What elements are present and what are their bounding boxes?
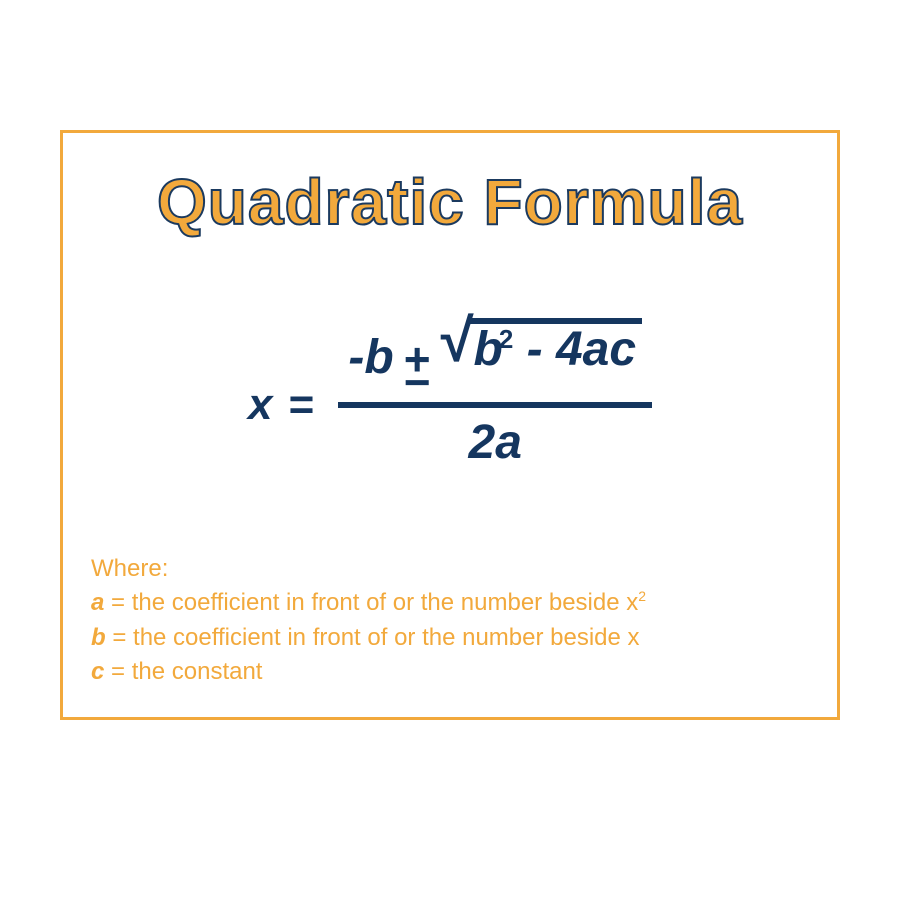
def-a-text: = the coefficient in front of or the num… [104,589,638,616]
definitions: Where: a = the coefficient in front of o… [91,553,809,689]
card-title: Quadratic Formula [63,165,837,239]
def-b-var: b [91,624,106,651]
def-a-var: a [91,589,104,616]
pm-minus: − [404,370,431,395]
radicand-sup: 2 [499,324,513,354]
def-b: b = the coefficient in front of or the n… [91,622,809,654]
lhs: x = [248,368,314,430]
lhs-x: x [248,380,272,429]
formula-card: Quadratic Formula x = -b + − √ [60,130,840,720]
quadratic-formula: x = -b + − √ b2 [63,323,837,476]
square-root: √ b2 - 4ac [441,327,642,378]
vinculum [470,318,643,324]
def-c-text: = the constant [104,658,262,685]
def-a: a = the coefficient in front of or the n… [91,587,809,619]
def-b-text: = the coefficient in front of or the num… [106,624,640,651]
plus-minus: + − [404,347,431,396]
def-c-var: c [91,658,104,685]
radicand-rest: - 4ac [527,323,636,376]
def-c: c = the constant [91,656,809,688]
where-label: Where: [91,553,809,585]
title-text: Quadratic Formula [157,166,743,238]
equals-sign: = [285,380,315,429]
neg-b: -b [348,333,393,383]
fraction: -b + − √ b2 - 4ac [338,323,652,476]
numerator: -b + − √ b2 - 4ac [338,323,652,402]
denominator: 2a [459,408,532,476]
def-a-sup: 2 [638,588,646,604]
radicand-wrap: b2 - 4ac [470,327,643,375]
radicand: b2 - 4ac [470,325,643,375]
